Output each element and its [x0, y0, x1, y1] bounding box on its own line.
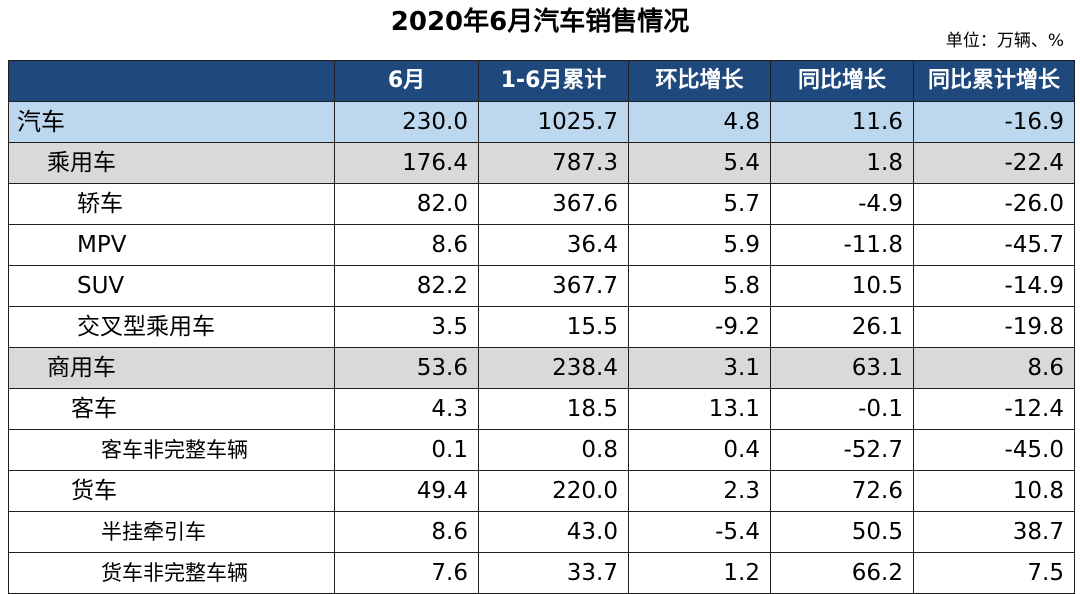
table-cell: 4.3	[334, 388, 479, 430]
unit-note: 单位：万辆、%	[945, 31, 1064, 51]
table-cell: 176.4	[334, 142, 479, 184]
table-cell: -16.9	[913, 101, 1075, 143]
table-cell: 82.0	[334, 183, 479, 225]
table-row: 半挂牵引车 8.6 43.0 -5.4 50.5 38.7	[8, 511, 1075, 553]
row-label: 汽车	[8, 101, 335, 143]
row-label: 交叉型乘用车	[8, 306, 335, 348]
column-header: 同比累计增长	[913, 60, 1075, 102]
row-label: 货车	[8, 470, 335, 512]
table-row: 客车 4.3 18.5 13.1 -0.1 -12.4	[8, 388, 1075, 430]
table-cell: -14.9	[913, 265, 1075, 307]
table-cell: 50.5	[770, 511, 914, 553]
table-row: 轿车 82.0 367.6 5.7 -4.9 -26.0	[8, 183, 1075, 225]
table-cell: -4.9	[770, 183, 914, 225]
table-cell: 7.5	[913, 552, 1075, 594]
table-cell: -52.7	[770, 429, 914, 471]
table-cell: 15.5	[478, 306, 629, 348]
table-cell: 53.6	[334, 347, 479, 389]
table-cell: -9.2	[628, 306, 771, 348]
table-cell: 38.7	[913, 511, 1075, 553]
table-row: 乘用车 176.4 787.3 5.4 1.8 -22.4	[8, 142, 1075, 184]
row-label: 轿车	[8, 183, 335, 225]
table-cell: 787.3	[478, 142, 629, 184]
table-cell: -19.8	[913, 306, 1075, 348]
table-cell: 220.0	[478, 470, 629, 512]
row-label: 货车非完整车辆	[8, 552, 335, 594]
table-cell: 63.1	[770, 347, 914, 389]
column-header: 1-6月累计	[478, 60, 629, 102]
table-cell: 5.4	[628, 142, 771, 184]
page-title: 2020年6月汽车销售情况	[390, 7, 690, 37]
row-label: 客车	[8, 388, 335, 430]
table-cell: 33.7	[478, 552, 629, 594]
table-cell: 1025.7	[478, 101, 629, 143]
table-cell: 82.2	[334, 265, 479, 307]
table-cell: 0.8	[478, 429, 629, 471]
column-header	[8, 60, 335, 102]
table-row: SUV 82.2 367.7 5.8 10.5 -14.9	[8, 265, 1075, 307]
table-cell: 10.5	[770, 265, 914, 307]
table-cell: -5.4	[628, 511, 771, 553]
table-cell: 18.5	[478, 388, 629, 430]
table-cell: 1.2	[628, 552, 771, 594]
table-row: 客车非完整车辆 0.1 0.8 0.4 -52.7 -45.0	[8, 429, 1075, 471]
table-cell: 230.0	[334, 101, 479, 143]
table-cell: 72.6	[770, 470, 914, 512]
table-cell: 0.1	[334, 429, 479, 471]
table-cell: 8.6	[913, 347, 1075, 389]
table-header-row: 6月 1-6月累计 环比增长 同比增长 同比累计增长	[8, 60, 1075, 102]
table-cell: -12.4	[913, 388, 1075, 430]
table-cell: -11.8	[770, 224, 914, 266]
table-row: 汽车 230.0 1025.7 4.8 11.6 -16.9	[8, 101, 1075, 143]
table-cell: -45.7	[913, 224, 1075, 266]
sales-table: 6月 1-6月累计 环比增长 同比增长 同比累计增长 汽车 230.0 1025.7…	[8, 60, 1075, 594]
table-cell: 7.6	[334, 552, 479, 594]
row-label: 客车非完整车辆	[8, 429, 335, 471]
row-label: 半挂牵引车	[8, 511, 335, 553]
row-label: SUV	[8, 265, 335, 307]
table-cell: -45.0	[913, 429, 1075, 471]
row-label: MPV	[8, 224, 335, 266]
table-row: 货车非完整车辆 7.6 33.7 1.2 66.2 7.5	[8, 552, 1075, 594]
table-cell: 1.8	[770, 142, 914, 184]
table-cell: 13.1	[628, 388, 771, 430]
table-cell: 36.4	[478, 224, 629, 266]
table-cell: 0.4	[628, 429, 771, 471]
table-cell: 3.5	[334, 306, 479, 348]
table-cell: 367.6	[478, 183, 629, 225]
column-header: 同比增长	[770, 60, 914, 102]
table-cell: 2.3	[628, 470, 771, 512]
table-cell: -22.4	[913, 142, 1075, 184]
table-cell: 5.8	[628, 265, 771, 307]
table-cell: 238.4	[478, 347, 629, 389]
row-label: 商用车	[8, 347, 335, 389]
table-row: 商用车 53.6 238.4 3.1 63.1 8.6	[8, 347, 1075, 389]
table-cell: 66.2	[770, 552, 914, 594]
column-header: 6月	[334, 60, 479, 102]
table-cell: 8.6	[334, 511, 479, 553]
row-label: 乘用车	[8, 142, 335, 184]
table-row: 货车 49.4 220.0 2.3 72.6 10.8	[8, 470, 1075, 512]
table-cell: 367.7	[478, 265, 629, 307]
table-cell: 5.7	[628, 183, 771, 225]
table-body: 汽车 230.0 1025.7 4.8 11.6 -16.9 乘用车 176.4 787.3 5.…	[8, 101, 1075, 594]
table-cell: 10.8	[913, 470, 1075, 512]
table-cell: 43.0	[478, 511, 629, 553]
table-cell: -26.0	[913, 183, 1075, 225]
table-cell: 3.1	[628, 347, 771, 389]
table-row: MPV 8.6 36.4 5.9 -11.8 -45.7	[8, 224, 1075, 266]
table-cell: 4.8	[628, 101, 771, 143]
table-row: 交叉型乘用车 3.5 15.5 -9.2 26.1 -19.8	[8, 306, 1075, 348]
table-cell: 8.6	[334, 224, 479, 266]
table-cell: 49.4	[334, 470, 479, 512]
table-cell: 5.9	[628, 224, 771, 266]
table-cell: 11.6	[770, 101, 914, 143]
column-header: 环比增长	[628, 60, 771, 102]
table-cell: -0.1	[770, 388, 914, 430]
table-cell: 26.1	[770, 306, 914, 348]
